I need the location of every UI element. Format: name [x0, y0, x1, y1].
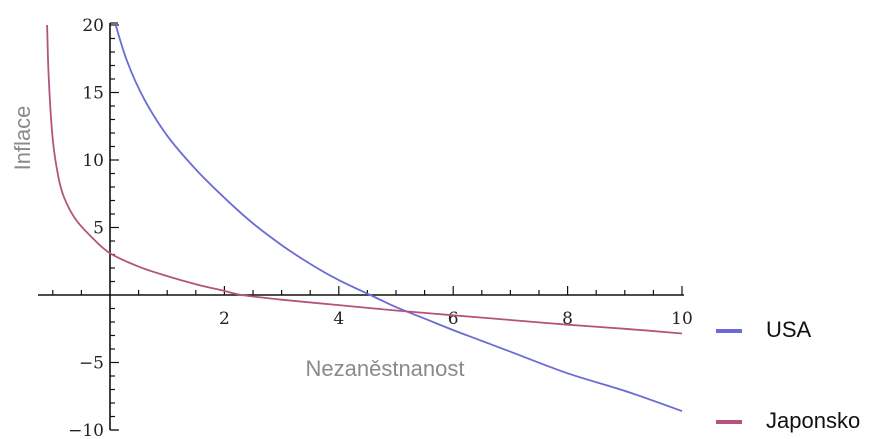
x-axis-title: Nezaněstnanost: [306, 356, 465, 381]
y-tick-label: −10: [68, 421, 104, 439]
legend-label-usa: USA: [766, 317, 812, 342]
y-tick-label: 20: [82, 16, 104, 36]
y-tick-label: 5: [93, 219, 104, 239]
series-layer: [46, 24, 683, 412]
series-line-usa: [114, 24, 683, 412]
series-line-japonsko: [46, 24, 683, 335]
x-tick-label: 6: [448, 309, 459, 329]
x-tick-label: 4: [333, 309, 344, 329]
x-tick-label: 8: [562, 309, 573, 329]
y-tick-label: 10: [82, 151, 104, 171]
x-tick-label: 2: [219, 309, 230, 329]
legend: USA Japonsko: [716, 317, 860, 433]
axes-layer: 2 4 6 8 10 20 15 10 5 −5 −10: [38, 16, 693, 439]
y-tick-label: −5: [79, 354, 104, 374]
x-tick-label: 10: [671, 309, 693, 329]
y-axis-title: Inflace: [10, 106, 35, 171]
y-tick-label: 15: [82, 84, 104, 104]
legend-label-japonsko: Japonsko: [766, 408, 860, 433]
